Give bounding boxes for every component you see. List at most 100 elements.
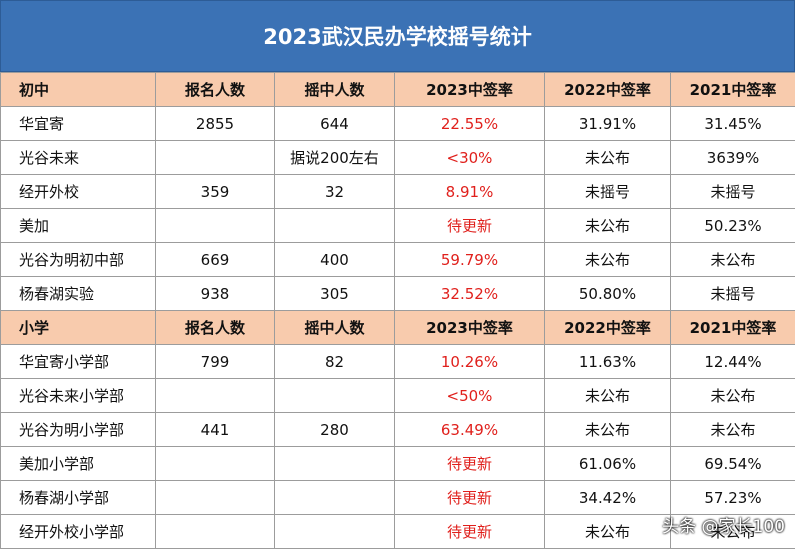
value-cell: 50.23% xyxy=(671,209,795,243)
header-cell: 初中 xyxy=(1,73,156,107)
value-cell xyxy=(156,379,275,413)
value-cell: 34.42% xyxy=(545,481,671,515)
value-cell: 未公布 xyxy=(671,413,795,447)
sheet-title: 2023武汉民办学校摇号统计 xyxy=(0,0,795,72)
value-cell: 57.23% xyxy=(671,481,795,515)
school-name-cell: 华宜寄 xyxy=(1,107,156,141)
value-cell: 未公布 xyxy=(545,515,671,549)
value-cell: 未摇号 xyxy=(545,175,671,209)
school-name-cell: 杨春湖小学部 xyxy=(1,481,156,515)
value-cell xyxy=(156,447,275,481)
value-cell: 31.45% xyxy=(671,107,795,141)
value-cell: 未公布 xyxy=(545,243,671,277)
value-cell: <50% xyxy=(395,379,545,413)
value-cell: 2855 xyxy=(156,107,275,141)
value-cell: 59.79% xyxy=(395,243,545,277)
header-cell: 2022中签率 xyxy=(545,73,671,107)
school-name-cell: 光谷未来 xyxy=(1,141,156,175)
value-cell: 未公布 xyxy=(671,243,795,277)
header-cell: 2022中签率 xyxy=(545,311,671,345)
value-cell: 280 xyxy=(275,413,395,447)
school-name-cell: 光谷为明初中部 xyxy=(1,243,156,277)
watermark: 头条 @家长100 xyxy=(662,512,785,537)
value-cell: 据说200左右 xyxy=(275,141,395,175)
value-cell: 待更新 xyxy=(395,481,545,515)
value-cell: 669 xyxy=(156,243,275,277)
header-cell: 2021中签率 xyxy=(671,311,795,345)
value-cell: 22.55% xyxy=(395,107,545,141)
value-cell xyxy=(275,209,395,243)
value-cell: 799 xyxy=(156,345,275,379)
school-name-cell: 美加小学部 xyxy=(1,447,156,481)
value-cell: 8.91% xyxy=(395,175,545,209)
value-cell: 441 xyxy=(156,413,275,447)
header-cell: 摇中人数 xyxy=(275,311,395,345)
value-cell xyxy=(156,481,275,515)
value-cell: 未摇号 xyxy=(671,277,795,311)
value-cell: 12.44% xyxy=(671,345,795,379)
value-cell: 938 xyxy=(156,277,275,311)
value-cell: 32 xyxy=(275,175,395,209)
value-cell: 50.80% xyxy=(545,277,671,311)
value-cell: <30% xyxy=(395,141,545,175)
value-cell: 未摇号 xyxy=(671,175,795,209)
header-cell: 2023中签率 xyxy=(395,311,545,345)
value-cell: 10.26% xyxy=(395,345,545,379)
value-cell: 待更新 xyxy=(395,515,545,549)
school-name-cell: 美加 xyxy=(1,209,156,243)
school-name-cell: 经开外校小学部 xyxy=(1,515,156,549)
value-cell xyxy=(156,515,275,549)
school-name-cell: 光谷未来小学部 xyxy=(1,379,156,413)
value-cell: 305 xyxy=(275,277,395,311)
value-cell: 63.49% xyxy=(395,413,545,447)
header-cell: 2021中签率 xyxy=(671,73,795,107)
school-name-cell: 华宜寄小学部 xyxy=(1,345,156,379)
value-cell: 待更新 xyxy=(395,447,545,481)
value-cell xyxy=(275,379,395,413)
value-cell: 61.06% xyxy=(545,447,671,481)
value-cell xyxy=(156,209,275,243)
value-cell: 31.91% xyxy=(545,107,671,141)
value-cell: 未公布 xyxy=(545,141,671,175)
value-cell: 11.63% xyxy=(545,345,671,379)
school-name-cell: 经开外校 xyxy=(1,175,156,209)
value-cell: 未公布 xyxy=(545,209,671,243)
school-name-cell: 光谷为明小学部 xyxy=(1,413,156,447)
header-cell: 2023中签率 xyxy=(395,73,545,107)
value-cell: 69.54% xyxy=(671,447,795,481)
value-cell: 未公布 xyxy=(671,379,795,413)
value-cell: 3639% xyxy=(671,141,795,175)
value-cell xyxy=(275,481,395,515)
header-cell: 小学 xyxy=(1,311,156,345)
value-cell: 644 xyxy=(275,107,395,141)
value-cell: 待更新 xyxy=(395,209,545,243)
table-row: 光谷未来小学部<50%未公布未公布 xyxy=(1,379,795,413)
header-cell: 报名人数 xyxy=(156,311,275,345)
value-cell: 32.52% xyxy=(395,277,545,311)
school-name-cell: 杨春湖实验 xyxy=(1,277,156,311)
value-cell xyxy=(275,515,395,549)
header-cell: 报名人数 xyxy=(156,73,275,107)
value-cell xyxy=(156,141,275,175)
value-cell: 未公布 xyxy=(545,379,671,413)
value-cell: 359 xyxy=(156,175,275,209)
value-cell: 未公布 xyxy=(545,413,671,447)
value-cell: 400 xyxy=(275,243,395,277)
header-cell: 摇中人数 xyxy=(275,73,395,107)
value-cell: 82 xyxy=(275,345,395,379)
value-cell xyxy=(275,447,395,481)
